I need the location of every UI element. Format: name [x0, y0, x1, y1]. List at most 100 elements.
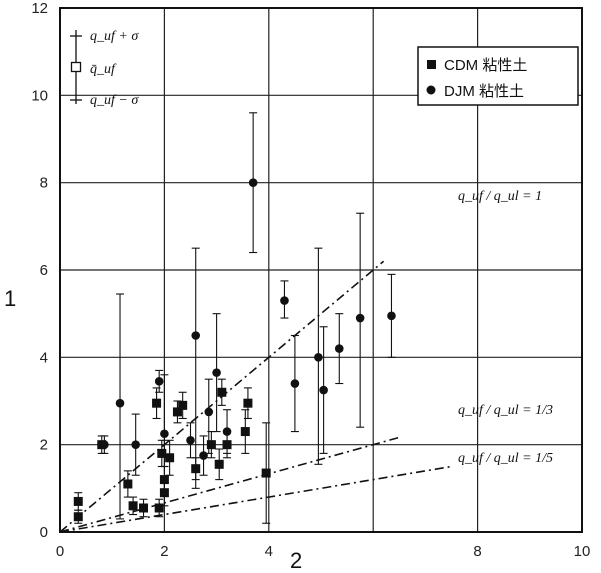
circle-marker	[290, 379, 300, 388]
circle-marker	[280, 296, 289, 305]
x-tick-label: 0	[56, 543, 64, 560]
circle-marker	[154, 377, 164, 386]
errorbar-legend: q_uf + σ q̄_uf q_uf − σ	[70, 29, 139, 108]
circle-marker	[100, 440, 109, 449]
circle-marker	[191, 331, 201, 340]
cdm-point	[165, 439, 175, 476]
cdm-point	[214, 448, 224, 481]
line-label-1-5: q_uf / q_ul = 1/5	[458, 451, 553, 466]
y-tick-label: 0	[40, 524, 48, 541]
cdm-point	[73, 492, 83, 511]
djm-point	[154, 369, 164, 393]
circle-marker	[334, 344, 344, 353]
square-marker	[214, 459, 224, 469]
cdm-point	[178, 391, 188, 420]
circle-marker	[355, 313, 365, 323]
line-label-1-3: q_uf / q_ul = 1/3	[458, 403, 553, 418]
reference-lines	[59, 260, 452, 533]
djm-point	[191, 247, 201, 489]
cdm-point	[152, 387, 162, 420]
legend-cdm-marker	[427, 60, 436, 69]
series-legend: CDM 粘性土 DJM 粘性土	[417, 46, 579, 106]
djm-point	[160, 374, 169, 468]
square-marker	[157, 448, 167, 458]
square-marker	[217, 387, 227, 397]
cdm-point	[261, 422, 271, 524]
circle-marker	[131, 440, 140, 449]
djm-point	[115, 293, 125, 520]
cdm-point	[217, 378, 227, 406]
legend-lower-label: q_uf − σ	[90, 93, 139, 108]
cdm-point	[154, 498, 164, 518]
legend-djm-marker	[426, 85, 436, 95]
djm-point	[334, 313, 344, 385]
y-tick-label: 6	[40, 262, 48, 279]
djm-point	[204, 378, 214, 454]
square-marker	[240, 427, 250, 437]
djm-point	[314, 247, 323, 465]
cdm-point	[159, 479, 169, 507]
square-marker	[152, 398, 162, 408]
djm-point	[199, 435, 208, 476]
djm-point	[186, 422, 195, 459]
square-marker	[206, 440, 216, 450]
djm-point	[387, 273, 396, 358]
line-label-1: q_uf / q_ul = 1	[458, 189, 542, 204]
legend-cdm-label: CDM 粘性土	[444, 57, 527, 74]
y-tick-label: 8	[40, 175, 48, 192]
circle-marker	[319, 385, 328, 395]
legend-upper-label: q_uf + σ	[90, 29, 139, 44]
square-marker	[123, 479, 133, 489]
square-marker	[159, 488, 169, 498]
circle-marker	[115, 398, 125, 408]
data-marks	[73, 112, 396, 524]
square-marker	[178, 400, 188, 410]
legend-djm-label: DJM 粘性土	[444, 83, 524, 100]
y-tick-label: 4	[40, 349, 48, 366]
djm-point	[222, 409, 232, 454]
square-marker	[243, 398, 253, 408]
square-marker	[128, 501, 138, 511]
cdm-point	[243, 387, 253, 420]
circle-marker	[204, 407, 214, 417]
x-axis-label: 2	[290, 548, 302, 573]
tick-labels: 0 2 4 8 10 0 2 4 6 8 10 12	[31, 0, 590, 560]
circle-marker	[186, 436, 195, 445]
square-marker	[261, 468, 271, 478]
djm-point	[212, 313, 221, 433]
square-marker	[154, 503, 164, 513]
circle-marker	[199, 451, 208, 460]
cdm-point	[123, 470, 133, 498]
djm-point	[100, 435, 109, 454]
circle-marker	[314, 353, 323, 362]
x-tick-label: 4	[265, 543, 273, 560]
circle-marker	[222, 427, 232, 436]
circle-marker	[160, 429, 169, 439]
djm-point	[290, 334, 300, 433]
square-marker	[73, 512, 83, 522]
reference-line	[59, 465, 452, 533]
circle-marker	[212, 368, 221, 377]
djm-point	[319, 326, 328, 454]
square-marker	[73, 496, 83, 506]
djm-point	[280, 280, 289, 319]
y-tick-label: 2	[40, 437, 48, 454]
circle-marker	[387, 311, 396, 321]
reference-line	[59, 436, 400, 533]
y-tick-label: 10	[31, 87, 48, 104]
plot-frame	[59, 7, 583, 533]
square-marker	[165, 453, 175, 463]
djm-point	[248, 112, 258, 254]
y-tick-label: 12	[31, 0, 48, 17]
y-axis-label: 1	[4, 286, 16, 311]
square-marker	[139, 503, 149, 513]
cdm-point	[128, 496, 138, 516]
x-tick-label: 10	[574, 543, 591, 560]
circle-marker	[248, 178, 258, 187]
x-tick-label: 8	[473, 543, 481, 560]
djm-point	[355, 212, 365, 428]
legend-mean-label: q̄_uf	[90, 62, 117, 77]
square-marker	[172, 407, 182, 417]
cdm-point	[139, 498, 149, 518]
